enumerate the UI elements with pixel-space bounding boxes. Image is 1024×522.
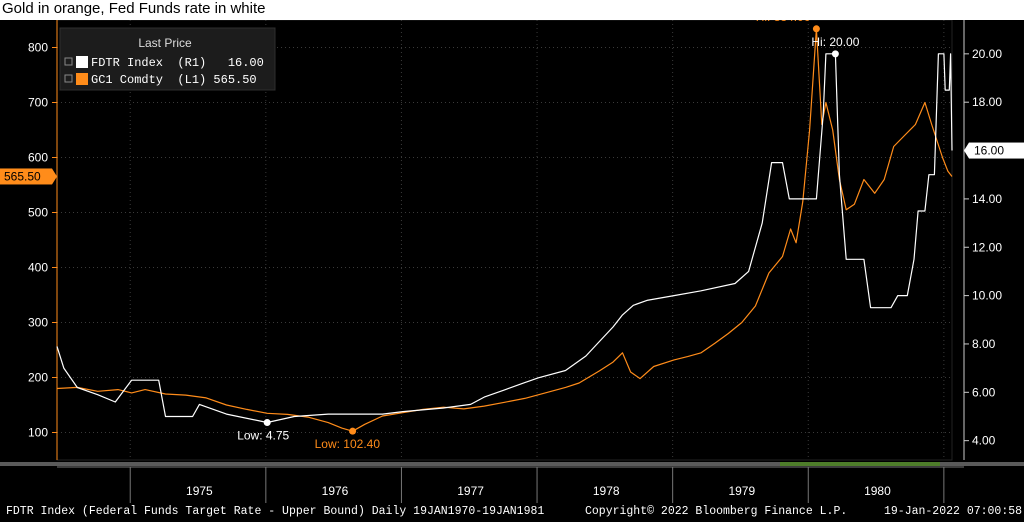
fed-high-label: Hi: 20.00 (811, 35, 859, 49)
fed-last-price-box (969, 142, 1024, 159)
series-line-gc1-comdty (56, 28, 953, 432)
x-tick-label: 1979 (728, 484, 755, 498)
right-tick-label: 18.00 (972, 95, 1002, 109)
legend-toggle-icon (64, 74, 73, 83)
x-tick-label: 1980 (864, 484, 891, 498)
legend-swatch (76, 73, 88, 85)
status-footer: FDTR Index (Federal Funds Target Rate - … (0, 503, 1024, 522)
right-tick-label: 14.00 (972, 192, 1002, 206)
footer-timestamp: 19-Jan-2022 07:00:58 (884, 505, 1023, 518)
data-series (56, 28, 953, 432)
left-tick-label: 600 (28, 151, 48, 165)
left-tick-label: 400 (28, 261, 48, 275)
left-tick-label: 100 (28, 426, 48, 440)
right-tick-label: 12.00 (972, 240, 1002, 254)
x-tick-label: 1975 (186, 484, 213, 498)
series-line-fdtr-index (56, 53, 953, 424)
legend-box (59, 27, 276, 91)
right-tick-label: 4.00 (972, 434, 996, 448)
right-tick-label: 8.00 (972, 337, 996, 351)
right-tick-label: 6.00 (972, 385, 996, 399)
gold-high-marker (812, 25, 820, 33)
bloomberg-chart-panel: 100 200 300 400 500 600 700 800 4.00 6.00 8.00 10.0… (0, 10, 1024, 522)
x-tick-label: 1978 (593, 484, 620, 498)
fed-last-price-label: 16.00 (974, 144, 1004, 158)
left-tick-label: 500 (28, 206, 48, 220)
legend[interactable]: Last Price FDTR Index (R1) 16.00 GC1 Comdt… (59, 27, 276, 91)
time-scroll-window (780, 462, 940, 466)
left-tick-label: 200 (28, 371, 48, 385)
gold-low-label: Low: 102.40 (315, 437, 381, 451)
gold-high-label: Hi: 834.00 (756, 20, 811, 24)
footer-series-description: FDTR Index (Federal Funds Target Rate - … (6, 505, 545, 518)
legend-toggle-icon (64, 57, 73, 66)
price-chart[interactable]: 100 200 300 400 500 600 700 800 4.00 6.00 8.00 10.0… (0, 10, 1024, 504)
annotations: 565.50 16.00 Hi: 834.00 Hi: 20.00 Low: 102.4… (0, 10, 1024, 451)
right-tick-label: 20.00 (972, 47, 1002, 61)
fed-low-marker (263, 419, 271, 427)
gold-low-marker (349, 427, 357, 435)
gold-last-price-label: 565.50 (4, 169, 41, 183)
legend-entry-label: FDTR Index (R1) 16.00 (91, 56, 264, 70)
x-tick-label: 1977 (457, 484, 484, 498)
gold-last-price-box (0, 168, 52, 185)
gold-last-price-pointer (52, 168, 57, 185)
fed-last-price-pointer (964, 142, 969, 159)
legend-title: Last Price (138, 36, 192, 50)
left-tick-label: 300 (28, 316, 48, 330)
legend-swatch (76, 56, 88, 68)
right-tick-label: 10.00 (972, 289, 1002, 303)
x-tick-label: 1976 (322, 484, 349, 498)
chart-title: Gold in orange, Fed Funds rate in white (2, 0, 266, 17)
left-tick-label: 700 (28, 96, 48, 110)
footer-copyright: Copyright© 2022 Bloomberg Finance L.P. (585, 505, 848, 518)
left-tick-label: 800 (28, 41, 48, 55)
fed-high-marker (831, 50, 839, 58)
fed-low-label: Low: 4.75 (237, 429, 289, 443)
legend-entry-label: GC1 Comdty (L1) 565.50 (91, 73, 257, 87)
time-scroll-strip (0, 462, 1024, 466)
